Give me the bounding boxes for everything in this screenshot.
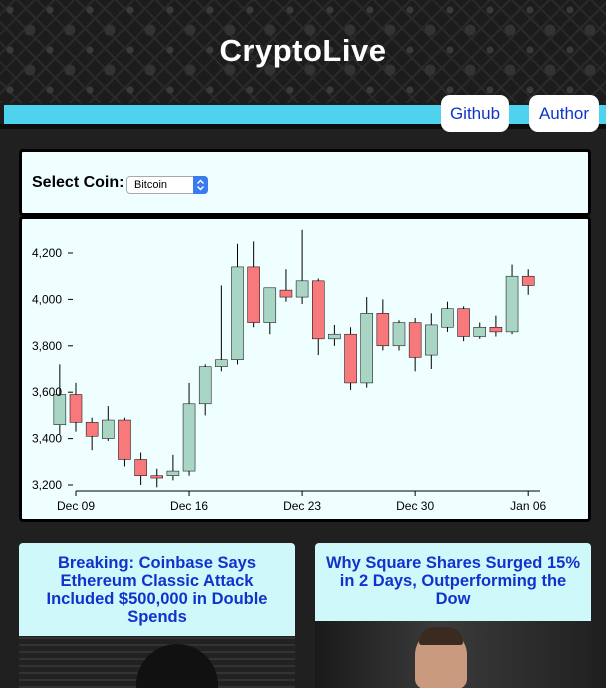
github-button[interactable]: Github xyxy=(441,95,509,132)
news-card[interactable]: Breaking: Coinbase Says Ethereum Classic… xyxy=(19,543,295,688)
candle-dec-09 xyxy=(69,382,83,432)
news-card[interactable]: Why Square Shares Surged 15% in 2 Days, … xyxy=(315,543,591,688)
news-headline[interactable]: Breaking: Coinbase Says Ethereum Classic… xyxy=(46,554,268,626)
candle-dec-26 xyxy=(344,327,357,390)
candle-dec-18 xyxy=(215,285,228,372)
candle-dec-10 xyxy=(85,417,99,451)
author-button[interactable]: Author xyxy=(529,95,599,132)
candle-dec-29 xyxy=(392,320,406,351)
coin-select[interactable]: Bitcoin xyxy=(126,176,208,194)
header-banner: CryptoLive xyxy=(0,0,606,103)
coin-select-value: Bitcoin xyxy=(134,179,168,191)
candle-dec-08 xyxy=(53,364,67,434)
candle-jan-03 xyxy=(473,322,486,339)
x-tick-label: Dec 09 xyxy=(57,499,95,513)
candle-dec-24 xyxy=(312,278,325,356)
candle-dec-15 xyxy=(166,454,180,481)
y-tick-label: 4,200 xyxy=(32,246,62,260)
y-tick-label: 3,600 xyxy=(32,385,62,399)
candle-dec-31 xyxy=(425,313,438,369)
candle-dec-16 xyxy=(182,382,196,476)
candlestick-chart: 3,200 3,400 3,600 3,800 4,000 4,200 Dec 09 Dec… xyxy=(32,229,547,513)
candle-jan-05 xyxy=(505,264,519,335)
x-tick-label: Dec 30 xyxy=(396,499,434,513)
candle-dec-21 xyxy=(263,287,277,335)
candle-jan-02 xyxy=(457,306,470,342)
candle-dec-23 xyxy=(295,229,309,305)
news-image-hacker xyxy=(19,636,295,688)
x-tick-label: Dec 23 xyxy=(283,499,321,513)
candle-jan-01 xyxy=(441,301,454,332)
candle-dec-20 xyxy=(247,241,260,328)
candle-dec-14 xyxy=(150,468,163,488)
y-tick-label: 3,400 xyxy=(32,432,62,446)
news-image-person xyxy=(315,621,591,688)
candle-dec-25 xyxy=(328,324,341,346)
x-tick-label: Jan 06 xyxy=(510,499,546,513)
news-headline[interactable]: Why Square Shares Surged 15% in 2 Days, … xyxy=(325,554,580,608)
header-accent-bar xyxy=(0,103,606,129)
candle-dec-30 xyxy=(408,317,422,372)
y-tick-label: 3,800 xyxy=(32,339,62,353)
candle-dec-19 xyxy=(231,243,244,365)
candle-dec-12 xyxy=(118,417,131,467)
x-tick-label: Dec 16 xyxy=(170,499,208,513)
y-tick-label: 3,200 xyxy=(32,478,62,492)
select-arrows-icon xyxy=(193,176,208,194)
candle-dec-22 xyxy=(279,269,293,302)
candle-dec-28 xyxy=(376,299,390,351)
candle-dec-11 xyxy=(102,406,115,441)
coin-selector-panel: Select Coin: Bitcoin xyxy=(19,149,591,216)
candle-jan-06 xyxy=(521,269,535,295)
y-tick-label: 4,000 xyxy=(32,292,62,306)
select-coin-label: Select Coin: xyxy=(32,174,125,191)
candle-dec-13 xyxy=(134,452,147,485)
price-chart-panel: 3,200 3,400 3,600 3,800 4,000 4,200 Dec 09 Dec… xyxy=(19,216,591,522)
candle-jan-04 xyxy=(489,315,503,337)
candle-dec-17 xyxy=(198,364,212,416)
candle-dec-27 xyxy=(360,297,373,388)
app-title: CryptoLive xyxy=(219,33,387,68)
